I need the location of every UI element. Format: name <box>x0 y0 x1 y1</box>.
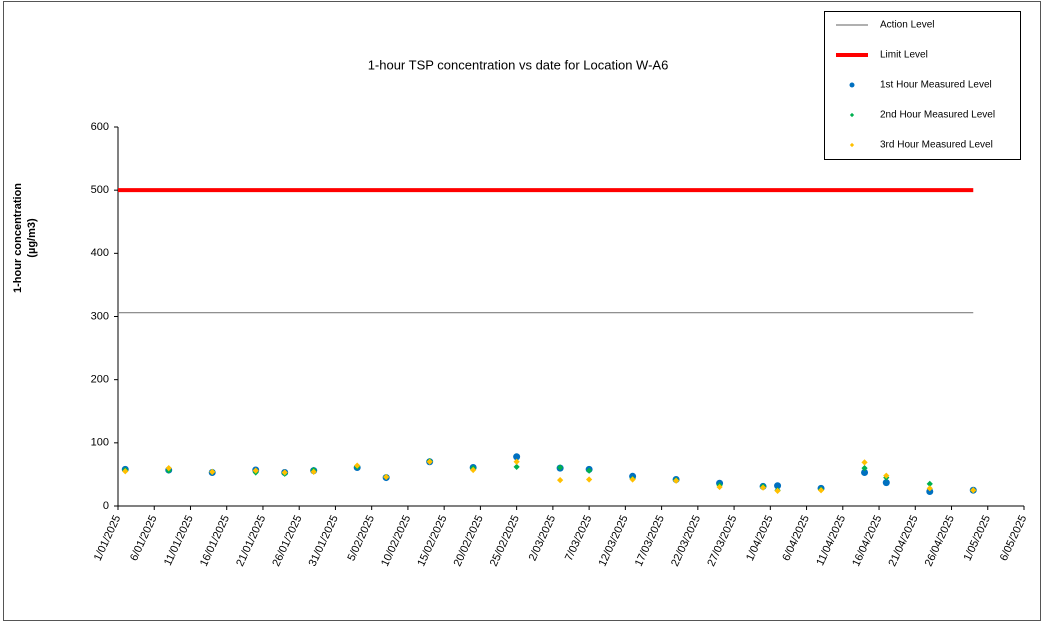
y-axis-label: 1-hour concentration <box>12 183 24 293</box>
data-point <box>926 487 934 495</box>
y-tick-label: 600 <box>91 121 109 133</box>
data-point <box>354 462 361 469</box>
y-tick-label: 400 <box>91 247 109 259</box>
legend-label: 2nd Hour Measured Level <box>880 110 995 121</box>
data-point <box>774 482 782 490</box>
data-point <box>513 453 521 461</box>
data-point <box>883 472 890 479</box>
chart-title: 1-hour TSP concentration vs date for Loc… <box>368 57 669 72</box>
data-point <box>861 469 869 477</box>
data-point <box>882 479 890 487</box>
data-point <box>310 468 317 476</box>
legend-swatch <box>849 142 855 148</box>
data-point <box>426 458 433 465</box>
data-point <box>383 473 390 481</box>
legend-label: 1st Hour Measured Level <box>880 80 992 91</box>
data-point <box>470 466 477 474</box>
y-tick-label: 100 <box>91 437 109 449</box>
y-tick-label: 200 <box>91 374 109 386</box>
data-point <box>774 487 781 494</box>
y-tick-label: 300 <box>91 310 109 322</box>
y-axis-label: (µg/m3) <box>26 218 38 258</box>
data-point <box>557 476 564 484</box>
data-point <box>513 458 520 465</box>
data-point <box>252 467 259 474</box>
y-tick-label: 500 <box>91 184 109 196</box>
legend-label: Action Level <box>880 20 934 31</box>
data-point <box>926 480 933 488</box>
legend-box <box>824 11 1021 160</box>
data-point <box>281 469 288 476</box>
legend-label: 3rd Hour Measured Level <box>880 140 993 151</box>
legend-swatch <box>849 82 855 88</box>
legend-label: Limit Level <box>880 50 928 61</box>
data-point <box>557 464 564 471</box>
data-point <box>716 483 723 491</box>
data-point <box>926 485 933 492</box>
y-tick-label: 0 <box>103 500 109 512</box>
